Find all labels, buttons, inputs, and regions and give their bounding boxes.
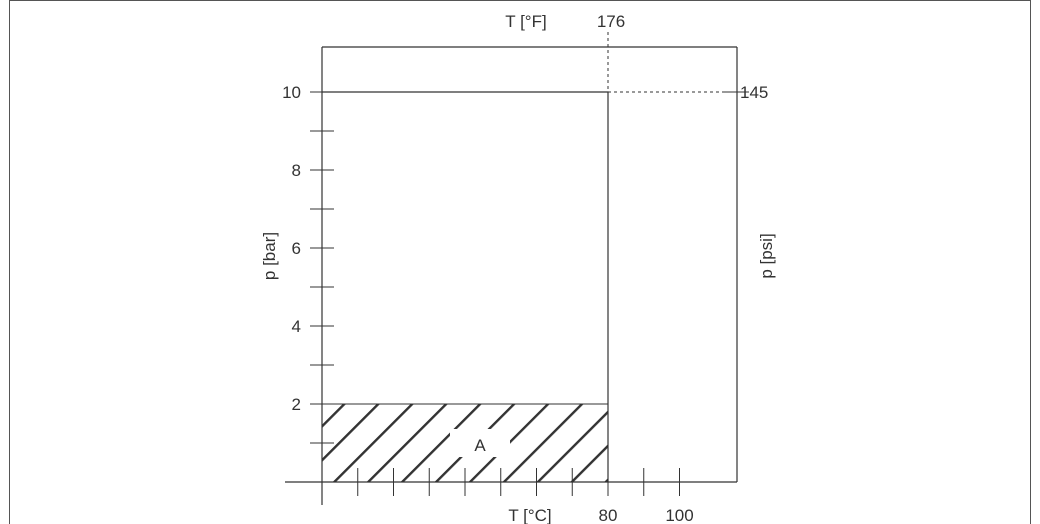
bottom-axis-tick-label: 100 [665, 506, 693, 524]
left-axis-tick-label: 2 [292, 395, 301, 414]
right-axis-title: p [psi] [757, 233, 776, 278]
left-axis-tick-label: 4 [292, 317, 301, 336]
region-a-label: A [474, 436, 486, 455]
left-axis-tick-label: 10 [282, 83, 301, 102]
bottom-axis-ticks: 80 100 [357, 468, 694, 524]
region-a-label-background [450, 429, 510, 457]
fahrenheit-marker-label: 176 [597, 12, 625, 31]
top-axis-title: T [°F] [505, 12, 546, 31]
left-axis-tick-label: 8 [292, 161, 301, 180]
left-axis-ticks: 2 4 6 8 10 [282, 83, 334, 444]
bottom-axis-title: T [°C] [508, 506, 551, 524]
psi-marker-label: 145 [740, 83, 768, 102]
left-axis-title: p [bar] [260, 232, 279, 280]
figure-frame [9, 0, 1031, 524]
left-axis-tick-label: 6 [292, 239, 301, 258]
bottom-axis-tick-label: 80 [599, 506, 618, 524]
